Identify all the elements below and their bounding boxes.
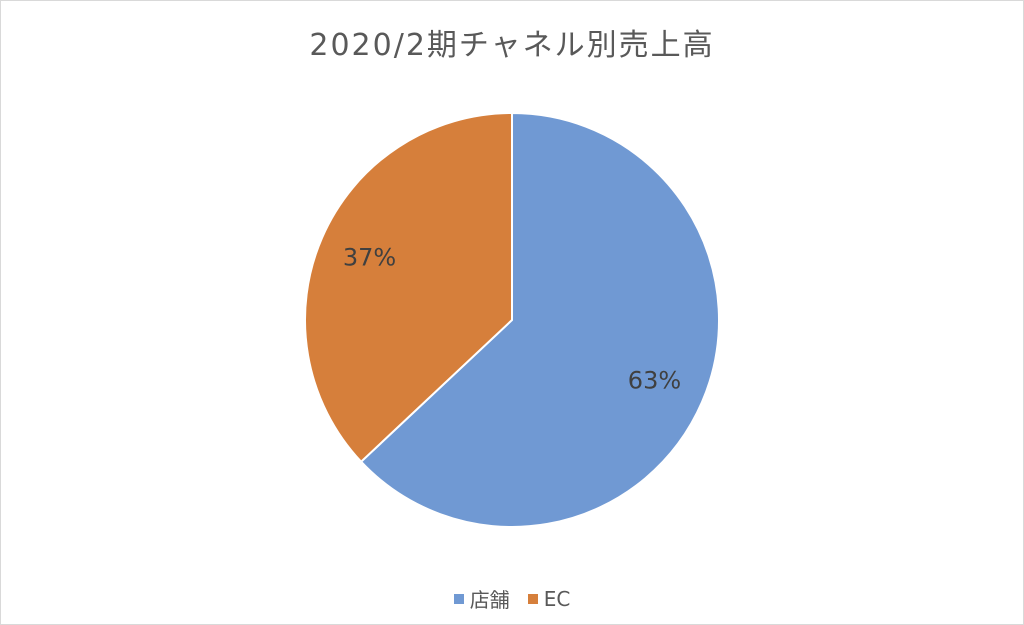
pie-slice-store [359, 111, 720, 528]
legend-label-ec: EC [543, 586, 571, 611]
pie-slice-ec [304, 111, 513, 464]
legend-item-store: 店舗 [453, 584, 510, 613]
data-label-store: 63% [628, 367, 681, 395]
legend-item-ec: EC [527, 586, 571, 611]
chart-title: 2020/2期チャネル別売上高 [309, 28, 715, 63]
pie-slices [304, 111, 720, 528]
legend-swatch-ec [527, 593, 538, 604]
legend-label-store: 店舗 [469, 588, 510, 612]
data-label-ec: 37% [343, 243, 396, 271]
legend-swatch-store [453, 593, 464, 604]
legend: 店舗 EC [0, 584, 1024, 613]
pie-data-labels: 63% 37% [343, 243, 681, 394]
